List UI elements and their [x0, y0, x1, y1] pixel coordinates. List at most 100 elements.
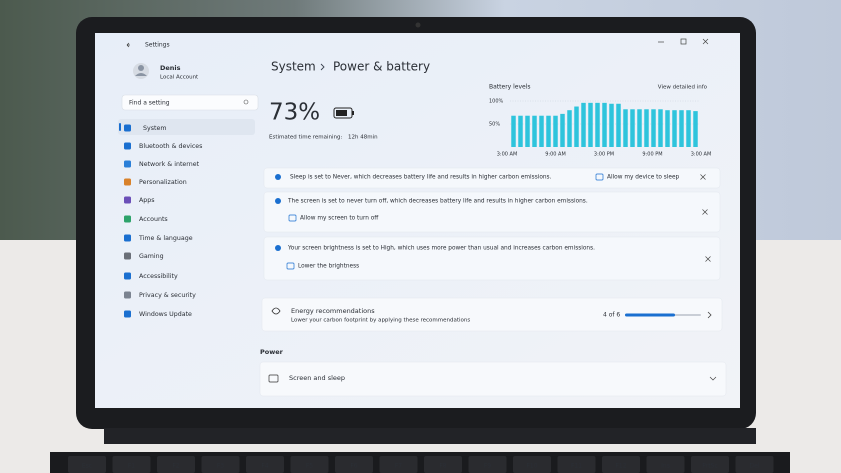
power-items: Screen and sleep	[259, 361, 727, 397]
key-label: F7	[395, 463, 402, 470]
bar	[665, 110, 670, 147]
progress-fill	[625, 313, 675, 317]
recommendation-text: Sleep is set to Never, which decreases b…	[290, 175, 552, 181]
breadcrumb-parent[interactable]: System	[271, 60, 316, 74]
key	[290, 456, 329, 473]
key	[735, 456, 774, 473]
key	[201, 456, 240, 473]
power-item-card[interactable]	[259, 361, 727, 397]
nav-item[interactable]: Windows Update	[139, 311, 192, 318]
nav-icon	[124, 160, 131, 168]
nav-item[interactable]: System	[143, 125, 166, 132]
energy-subtitle: Lower your carbon footprint by applying …	[291, 318, 470, 324]
estimate-label: Estimated time remaining:	[269, 135, 342, 141]
key-label: F10	[526, 463, 537, 470]
key	[602, 456, 640, 473]
bar	[616, 103, 621, 147]
key	[335, 456, 373, 473]
dismiss-button[interactable]	[700, 174, 706, 180]
key-label: F5	[306, 463, 313, 470]
search-icon	[243, 99, 249, 105]
energy-card[interactable]	[261, 297, 723, 332]
bar	[623, 109, 628, 147]
recommendation-text: The screen is set to never turn off, whi…	[287, 199, 588, 205]
bar	[658, 109, 663, 147]
nav-item[interactable]: Time & language	[138, 235, 193, 242]
nav-selected-indicator	[119, 123, 121, 131]
bar	[567, 110, 572, 147]
nav-item[interactable]: Personalization	[139, 179, 187, 186]
power-item-label: Screen and sleep	[289, 374, 345, 382]
recommendation-card	[263, 191, 721, 233]
key	[246, 456, 284, 473]
nav-item[interactable]: Gaming	[139, 253, 164, 260]
nav-icon	[124, 310, 131, 318]
bar	[539, 115, 544, 147]
nav-icon	[124, 252, 131, 260]
bar	[595, 102, 600, 147]
nav-item[interactable]: Privacy & security	[139, 292, 196, 299]
recommendation-text: Your screen brightness is set to High, w…	[287, 246, 595, 252]
bar	[602, 102, 607, 147]
chart-link[interactable]: View detailed info	[658, 85, 708, 91]
nav-item[interactable]: Network & internet	[139, 161, 200, 168]
bar	[574, 106, 579, 147]
bar	[581, 102, 586, 147]
x-tick-label: 9:00 PM	[642, 152, 662, 158]
recommendations: Sleep is set to Never, which decreases b…	[263, 167, 721, 281]
expand-chevron	[709, 376, 717, 381]
recommendation-action[interactable]: Lower the brightness	[298, 264, 359, 270]
recommendation-action[interactable]: Allow my device to sleep	[607, 175, 680, 181]
avatar-body	[135, 73, 147, 76]
nav-icon	[124, 124, 131, 132]
bar	[609, 103, 614, 147]
key	[379, 456, 418, 473]
battery-icon-tip	[352, 111, 354, 115]
energy-icon	[271, 307, 281, 315]
energy-title: Energy recommendations	[291, 307, 375, 315]
nav-icon	[124, 178, 131, 186]
nav-item[interactable]: Accounts	[139, 216, 168, 223]
camera	[415, 22, 421, 28]
back-icon[interactable]	[126, 42, 130, 48]
close-button[interactable]	[702, 38, 709, 45]
bar	[553, 115, 558, 147]
maximize-button[interactable]	[680, 38, 687, 45]
key	[557, 456, 596, 473]
section-title: Power	[260, 348, 284, 356]
recommendation-card	[263, 167, 721, 189]
bar	[546, 115, 551, 147]
key-label: F1	[128, 463, 135, 470]
key-label: PrtSc	[702, 463, 717, 470]
bar	[651, 109, 656, 147]
key-label: F3	[217, 463, 224, 470]
nav-item[interactable]: Accessibility	[139, 273, 178, 280]
dismiss-button[interactable]	[702, 209, 708, 215]
energy-chevron	[707, 311, 712, 319]
keyboard-hinge	[104, 428, 756, 444]
bar	[532, 115, 537, 147]
bar	[679, 110, 684, 147]
search-box[interactable]	[121, 94, 259, 111]
info-icon	[275, 245, 281, 251]
key-label: Del	[750, 463, 760, 470]
nav-icon	[124, 215, 131, 223]
y-tick-label: 100%	[489, 99, 504, 105]
dismiss-button[interactable]	[705, 256, 711, 262]
recommendation-action[interactable]: Allow my screen to turn off	[300, 216, 379, 222]
nav-item[interactable]: Bluetooth & devices	[139, 143, 202, 150]
x-tick-label: 3:00 AM	[497, 152, 518, 158]
nav-icon	[124, 196, 131, 204]
nav-selected-bg	[118, 119, 255, 135]
bar	[511, 115, 516, 147]
key	[424, 456, 462, 473]
bar	[693, 111, 698, 147]
key-label: F9	[484, 463, 491, 470]
keyboard-keys: Esc F1 F2 F3 F4 F5 F6 F7 F8 F9 F10 F11 F12 Ins PrtSc De…	[68, 456, 774, 473]
key-label: F2	[172, 463, 179, 470]
nav-icon	[124, 291, 131, 299]
nav-item[interactable]: Apps	[139, 197, 155, 204]
bar	[525, 115, 530, 147]
